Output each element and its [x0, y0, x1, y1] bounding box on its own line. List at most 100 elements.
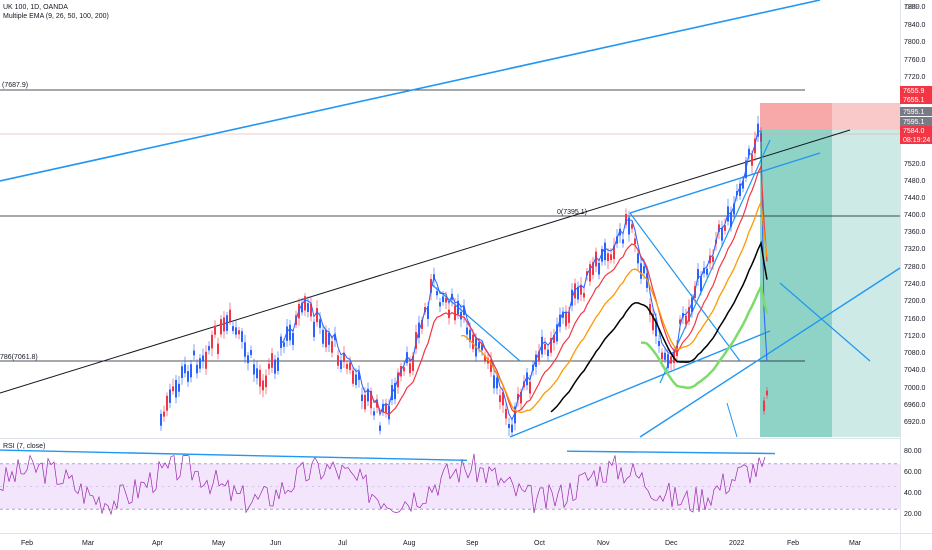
candle-body — [262, 380, 264, 391]
price-badge — [900, 135, 932, 144]
candle-body — [511, 424, 513, 433]
candle-body — [724, 225, 726, 231]
candle-body — [421, 320, 423, 329]
candle-body — [370, 390, 372, 409]
candle-body — [721, 227, 723, 241]
candle-body — [565, 311, 567, 327]
candle-body — [208, 346, 210, 351]
time-axis-label: Nov — [597, 540, 610, 547]
candle-body — [199, 358, 201, 369]
candle-body — [367, 388, 369, 402]
candle-body — [652, 313, 654, 331]
candle-body — [595, 251, 597, 267]
candle-body — [430, 279, 432, 294]
candle-body — [340, 360, 342, 369]
price-axis-tick: 7480.0 — [904, 178, 926, 185]
rsi-axis-tick: 20.00 — [904, 511, 922, 518]
price-axis-tick: 7240.0 — [904, 281, 926, 288]
time-axis-label: Jul — [338, 540, 347, 547]
candle-body — [748, 148, 750, 156]
trendline-fall-2 — [429, 282, 521, 362]
trendline-lower-channel-2 — [639, 267, 901, 438]
price-axis-tick: 7120.0 — [904, 333, 926, 340]
candle-body — [730, 212, 732, 227]
candle-body — [502, 392, 504, 406]
candle-body — [412, 355, 414, 372]
candle-body — [211, 334, 213, 349]
candle-body — [334, 334, 336, 341]
price-badge — [900, 117, 932, 126]
symbol-title[interactable]: UK 100, 1D, OANDA — [3, 4, 68, 11]
candle-body — [277, 357, 279, 371]
candle-body — [649, 304, 651, 315]
candle-body — [520, 391, 522, 404]
candle-body — [484, 355, 486, 361]
rsi-axis-tick: 80.00 — [904, 448, 922, 455]
price-axis-tick: 7760.0 — [904, 57, 926, 64]
candle-body — [319, 319, 321, 328]
ema-50-line — [460, 199, 768, 414]
candle-body — [496, 377, 498, 389]
candle-body — [658, 340, 660, 347]
candle-body — [259, 369, 261, 387]
candle-body — [622, 239, 624, 244]
rsi-title[interactable]: RSI (7, close) — [3, 443, 46, 450]
candle-body — [436, 291, 438, 296]
candle-body — [706, 268, 708, 275]
candle-body — [283, 342, 285, 347]
candle-body — [181, 366, 183, 378]
candle-body — [550, 338, 552, 353]
candle-body — [205, 351, 207, 369]
candle-body — [442, 296, 444, 303]
candle-body — [253, 364, 255, 375]
candle-body — [313, 321, 315, 338]
candle-body — [349, 362, 351, 370]
target-zone-active — [760, 130, 832, 437]
indicator-title[interactable]: Multiple EMA (9, 26, 50, 100, 200) — [3, 13, 109, 20]
candle-body — [274, 359, 276, 374]
price-axis-tick: 7840.0 — [904, 22, 926, 29]
candle-body — [361, 394, 363, 402]
candle-body — [427, 306, 429, 319]
candle-body — [607, 253, 609, 262]
candle-body — [538, 351, 540, 362]
candle-body — [400, 366, 402, 377]
time-axis-label: Feb — [787, 540, 799, 547]
candle-body — [685, 315, 687, 325]
price-axis-tick: 7160.0 — [904, 316, 926, 323]
candle-body — [739, 183, 741, 196]
price-axis-tick: 7800.0 — [904, 39, 926, 46]
candle-body — [232, 326, 234, 331]
candle-body — [331, 341, 333, 353]
candle-body — [691, 297, 693, 312]
candle-body — [613, 245, 615, 260]
candle-body — [190, 364, 192, 378]
candle-body — [589, 264, 591, 282]
candle-body — [469, 329, 471, 342]
price-axis-tick: 7360.0 — [904, 229, 926, 236]
candle-body — [742, 180, 744, 189]
candle-body — [619, 228, 621, 236]
candle-body — [172, 386, 174, 392]
candle-body — [661, 352, 663, 360]
price-axis-tick: 7040.0 — [904, 367, 926, 374]
candle-body — [214, 325, 216, 335]
candle-body — [580, 284, 582, 295]
candle-body — [358, 371, 360, 380]
candle-body — [499, 395, 501, 403]
candle-body — [460, 311, 462, 320]
rsi-axis-tick: 60.00 — [904, 469, 922, 476]
rsi-trendline-left — [0, 449, 468, 462]
candle-body — [289, 324, 291, 341]
candle-body — [640, 263, 642, 279]
candle-body — [634, 238, 636, 245]
candle-body — [478, 342, 480, 349]
candle-body — [202, 355, 204, 362]
price-axis-tick: 7280.0 — [904, 264, 926, 271]
candle-body — [490, 359, 492, 372]
candle-body — [751, 154, 753, 166]
candle-body — [703, 267, 705, 274]
fib-label-low: 786(7061.8) — [0, 354, 38, 361]
candle-body — [763, 400, 765, 412]
